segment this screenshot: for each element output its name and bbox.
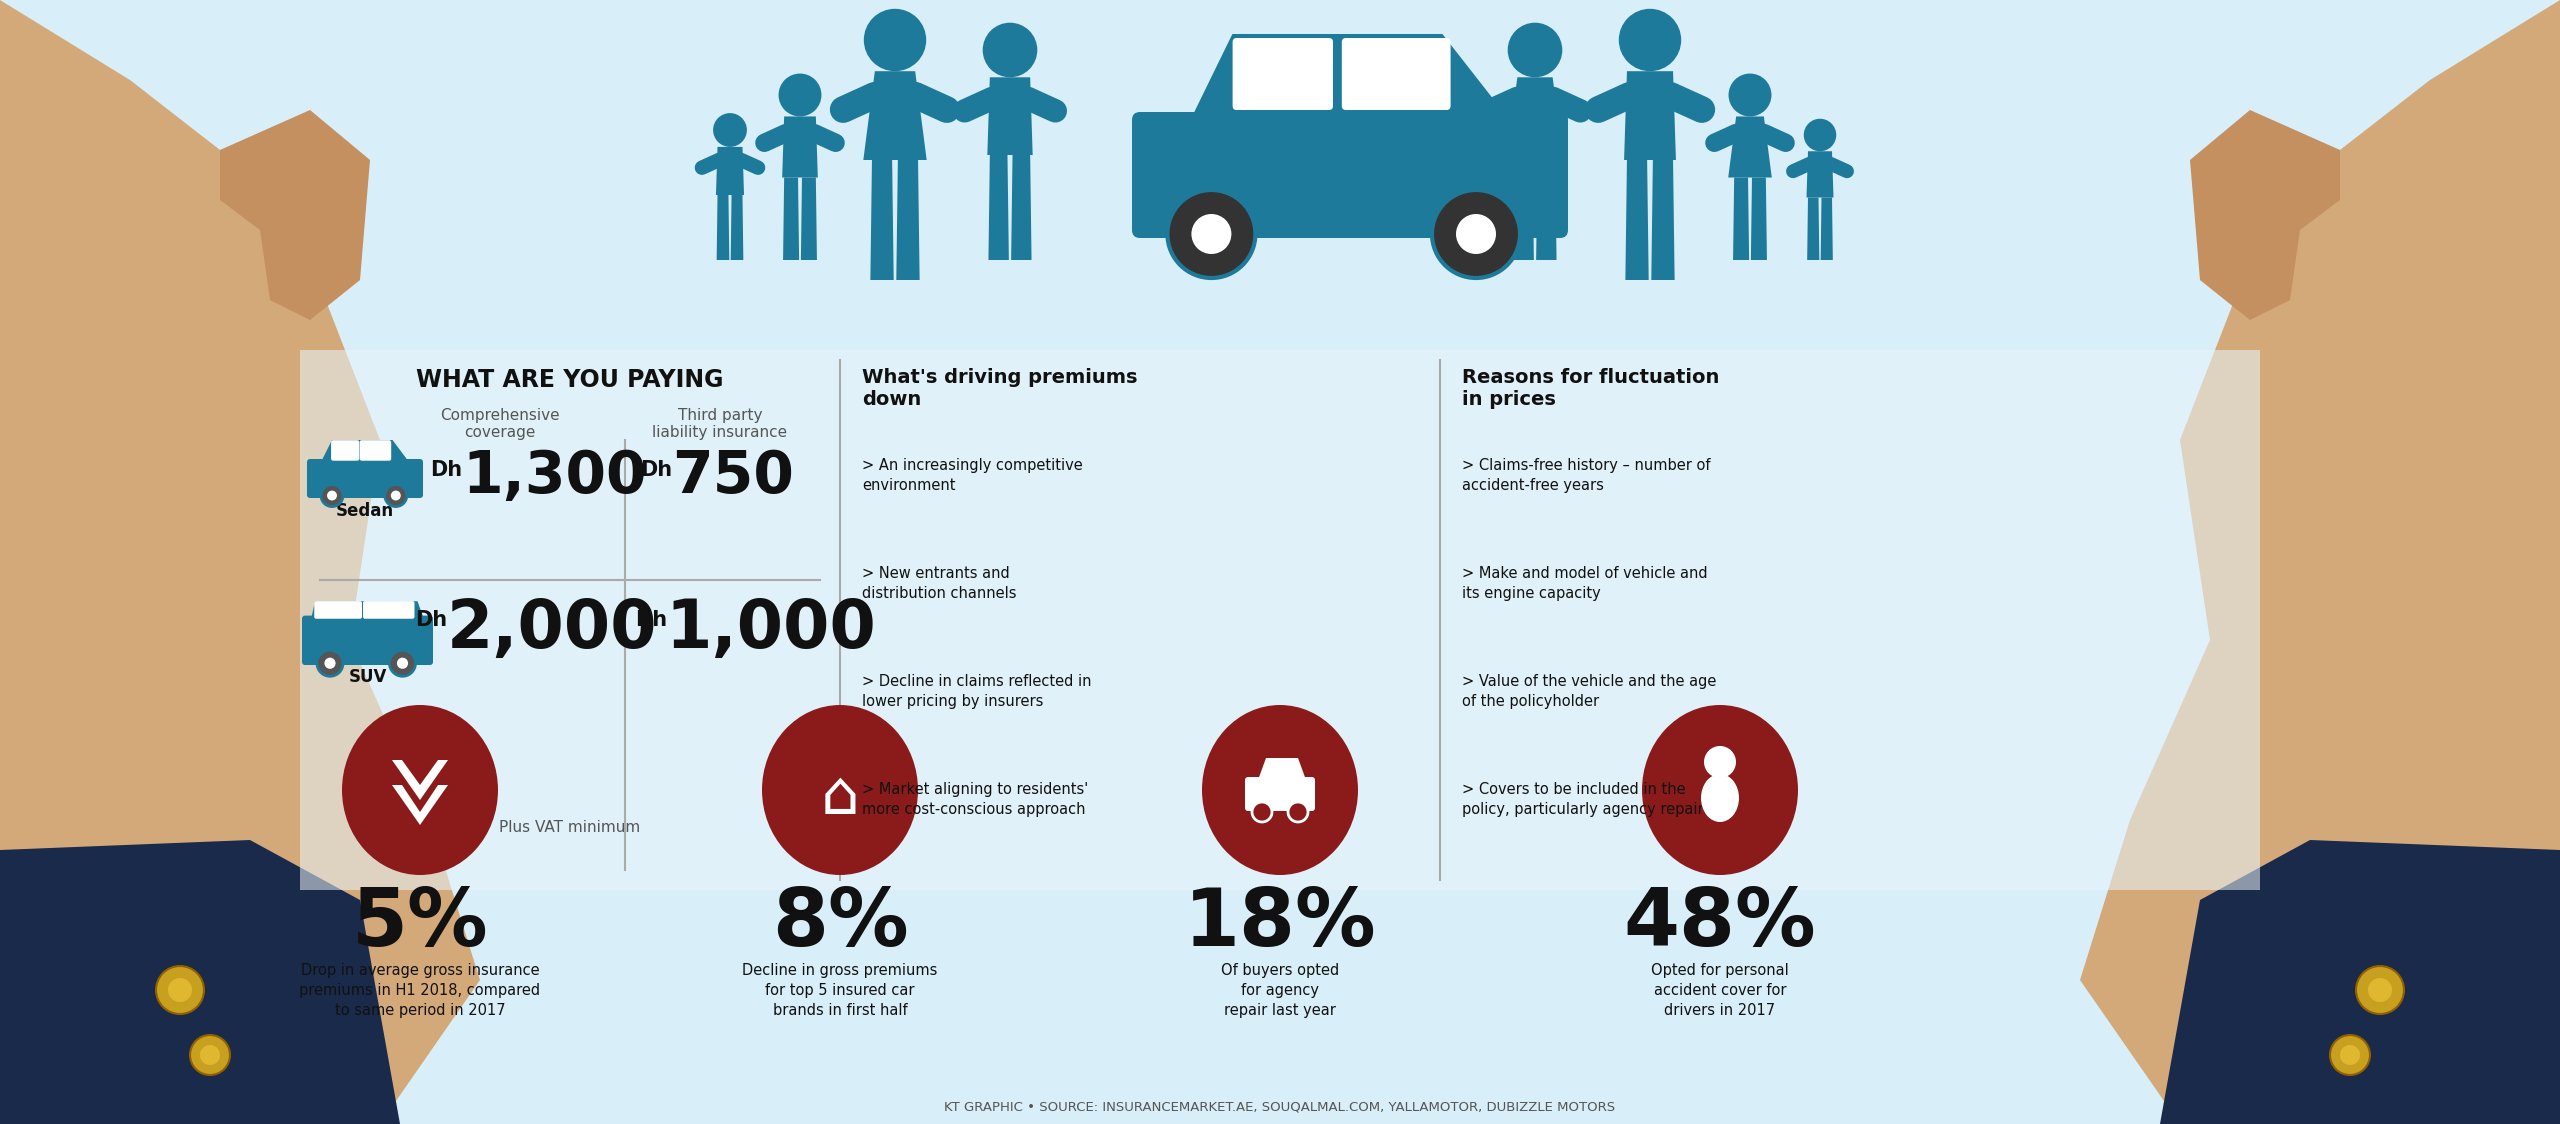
Circle shape: [1618, 9, 1682, 71]
Polygon shape: [2189, 110, 2340, 320]
Circle shape: [1457, 214, 1495, 254]
Circle shape: [156, 966, 205, 1014]
Polygon shape: [988, 78, 1032, 155]
Text: KT GRAPHIC • SOURCE: INSURANCEMARKET.AE, SOUQALMAL.COM, YALLAMOTOR, DUBIZZLE MOT: KT GRAPHIC • SOURCE: INSURANCEMARKET.AE,…: [945, 1100, 1615, 1113]
Circle shape: [1190, 214, 1231, 254]
FancyBboxPatch shape: [302, 616, 433, 665]
Text: Plus VAT minimum: Plus VAT minimum: [499, 821, 640, 835]
Text: 48%: 48%: [1623, 885, 1815, 963]
Text: > Value of the vehicle and the age
of the policyholder: > Value of the vehicle and the age of th…: [1462, 674, 1715, 709]
Circle shape: [1167, 190, 1254, 278]
Polygon shape: [1626, 160, 1649, 280]
Circle shape: [1252, 803, 1272, 822]
Text: SUV: SUV: [348, 668, 387, 686]
Polygon shape: [392, 760, 448, 800]
Polygon shape: [1513, 155, 1533, 260]
Text: 18%: 18%: [1183, 885, 1377, 963]
FancyBboxPatch shape: [1341, 38, 1452, 110]
Polygon shape: [1807, 152, 1833, 198]
Ellipse shape: [343, 705, 499, 874]
FancyBboxPatch shape: [364, 601, 415, 618]
Polygon shape: [2079, 0, 2560, 1124]
Polygon shape: [1011, 155, 1032, 260]
Text: > An increasingly competitive
environment: > An increasingly competitive environmen…: [863, 457, 1083, 493]
Ellipse shape: [1700, 774, 1738, 822]
Circle shape: [1431, 190, 1521, 278]
Polygon shape: [1807, 198, 1820, 260]
Polygon shape: [1733, 178, 1748, 260]
Circle shape: [1288, 803, 1308, 822]
Polygon shape: [988, 155, 1009, 260]
Circle shape: [2330, 1035, 2371, 1075]
Text: > Claims-free history – number of
accident-free years: > Claims-free history – number of accide…: [1462, 457, 1710, 493]
Polygon shape: [0, 0, 481, 1124]
Polygon shape: [783, 117, 817, 178]
Text: Dh: Dh: [415, 610, 448, 629]
FancyBboxPatch shape: [361, 441, 392, 461]
Circle shape: [2368, 978, 2391, 1001]
Circle shape: [317, 650, 343, 677]
Polygon shape: [220, 110, 371, 320]
Text: Dh: Dh: [430, 460, 463, 480]
Circle shape: [1728, 73, 1772, 117]
Text: 2,000: 2,000: [448, 596, 658, 662]
Ellipse shape: [1203, 705, 1357, 874]
Text: Comprehensive
coverage: Comprehensive coverage: [440, 408, 561, 441]
FancyBboxPatch shape: [1244, 777, 1316, 812]
Circle shape: [200, 1045, 220, 1066]
Polygon shape: [1536, 155, 1556, 260]
Polygon shape: [392, 785, 448, 825]
Polygon shape: [312, 601, 425, 618]
Polygon shape: [1190, 34, 1510, 120]
Text: > Make and model of vehicle and
its engine capacity: > Make and model of vehicle and its engi…: [1462, 566, 1708, 601]
Polygon shape: [1651, 160, 1674, 280]
Text: Third party
liability insurance: Third party liability insurance: [653, 408, 788, 441]
Text: > Market aligning to residents'
more cost-conscious approach: > Market aligning to residents' more cos…: [863, 782, 1088, 817]
FancyBboxPatch shape: [315, 601, 361, 618]
Polygon shape: [863, 71, 927, 160]
Circle shape: [397, 658, 407, 669]
Circle shape: [863, 9, 927, 71]
Circle shape: [1805, 119, 1836, 152]
Text: Drop in average gross insurance
premiums in H1 2018, compared
to same period in : Drop in average gross insurance premiums…: [300, 963, 540, 1017]
Polygon shape: [783, 178, 799, 260]
Text: Reasons for fluctuation
in prices: Reasons for fluctuation in prices: [1462, 368, 1720, 409]
Text: ⌂: ⌂: [822, 769, 860, 827]
Circle shape: [389, 650, 415, 677]
Text: 1,300: 1,300: [461, 448, 648, 505]
Circle shape: [325, 658, 335, 669]
Text: > Decline in claims reflected in
lower pricing by insurers: > Decline in claims reflected in lower p…: [863, 674, 1091, 709]
Polygon shape: [717, 194, 730, 260]
Text: 1,000: 1,000: [666, 596, 876, 662]
Circle shape: [714, 114, 748, 147]
Text: Sedan: Sedan: [335, 502, 394, 520]
Text: What's driving premiums
down: What's driving premiums down: [863, 368, 1137, 409]
Text: WHAT ARE YOU PAYING: WHAT ARE YOU PAYING: [417, 368, 724, 392]
Ellipse shape: [1641, 705, 1797, 874]
Circle shape: [1705, 746, 1736, 778]
Circle shape: [328, 490, 338, 500]
Text: > Covers to be included in the
policy, particularly agency repair: > Covers to be included in the policy, p…: [1462, 782, 1702, 817]
Polygon shape: [2161, 840, 2560, 1124]
Circle shape: [983, 22, 1037, 78]
Text: Of buyers opted
for agency
repair last year: Of buyers opted for agency repair last y…: [1221, 963, 1339, 1017]
Text: Opted for personal
accident cover for
drivers in 2017: Opted for personal accident cover for dr…: [1651, 963, 1789, 1017]
Polygon shape: [1820, 198, 1833, 260]
Text: 5%: 5%: [351, 885, 489, 963]
Circle shape: [320, 484, 343, 507]
Circle shape: [384, 484, 407, 507]
Ellipse shape: [763, 705, 919, 874]
FancyBboxPatch shape: [1132, 112, 1567, 238]
Circle shape: [169, 978, 192, 1001]
Circle shape: [2340, 1045, 2360, 1066]
Polygon shape: [717, 147, 745, 194]
Polygon shape: [1257, 758, 1306, 780]
FancyBboxPatch shape: [330, 441, 358, 461]
Text: Dh: Dh: [635, 610, 668, 629]
FancyBboxPatch shape: [307, 459, 422, 498]
Circle shape: [1508, 22, 1562, 78]
Circle shape: [392, 490, 402, 500]
Text: Dh: Dh: [640, 460, 673, 480]
Polygon shape: [0, 840, 399, 1124]
